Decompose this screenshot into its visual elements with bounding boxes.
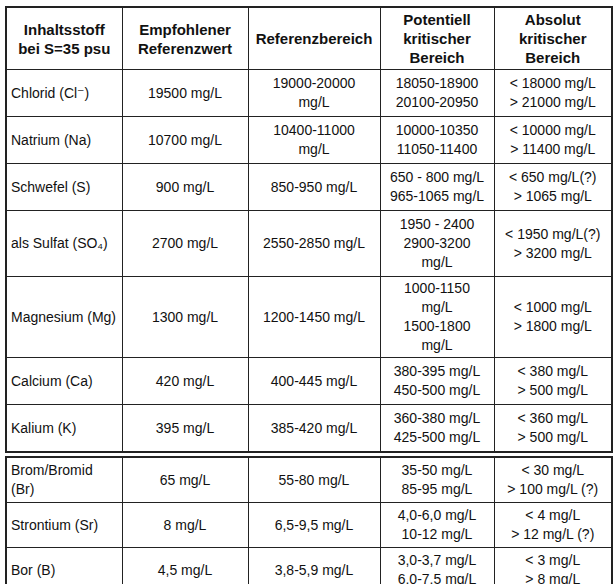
header-cell: Absolut kritischer Bereich: [494, 7, 612, 70]
table-cell: Magnesium (Mg): [6, 277, 122, 358]
table-cell: 1950 - 2400 2900-3200 mg/L: [380, 211, 494, 277]
table-cell: 18050-18900 20100-20950: [380, 70, 494, 117]
table-cell: 6,5-9,5 mg/L: [248, 503, 380, 548]
table-row: Kalium (K)395 mg/L385-420 mg/L360-380 mg…: [6, 405, 612, 453]
table-row: Calcium (Ca)420 mg/L400-445 mg/L380-395 …: [6, 358, 612, 405]
table-cell: < 3 mg/L > 8 mg/L: [494, 548, 612, 584]
table-cell: 1000-1150 mg/L 1500-1800 mg/L: [380, 277, 494, 358]
header-row: Inhaltsstoff bei S=35 psuEmpfohlener Ref…: [6, 7, 612, 70]
table-cell: < 1950 mg/L(?) > 3200 mg/L: [494, 211, 612, 277]
table-cell: 55-80 mg/L: [248, 457, 380, 503]
table-row: Brom/Bromid (Br)65 mg/L55-80 mg/L35-50 m…: [6, 457, 612, 503]
table-cell: 395 mg/L: [122, 405, 248, 453]
table-row: Chlorid (Cl⁻)19500 mg/L19000-20000 mg/L1…: [6, 70, 612, 117]
table-cell: 380-395 mg/L 450-500 mg/L: [380, 358, 494, 405]
table-cell: < 1000 mg/L > 1800 mg/L: [494, 277, 612, 358]
table-cell: 10700 mg/L: [122, 117, 248, 164]
table-cell: Brom/Bromid (Br): [6, 457, 122, 503]
table-cell: 4,0-6,0 mg/L 10-12 mg/L: [380, 503, 494, 548]
table-cell: 4,5 mg/L: [122, 548, 248, 584]
table-cell: < 380 mg/L > 500 mg/L: [494, 358, 612, 405]
table-cell: 420 mg/L: [122, 358, 248, 405]
header-cell: Referenzbereich: [248, 7, 380, 70]
table-cell: 10000-10350 11050-11400: [380, 117, 494, 164]
table-cell: < 650 mg/L(?) > 1065 mg/L: [494, 164, 612, 211]
table-cell: Bor (B): [6, 548, 122, 584]
table-cell: 385-420 mg/L: [248, 405, 380, 453]
seawater-reference-table: Inhaltsstoff bei S=35 psuEmpfohlener Ref…: [5, 6, 611, 584]
table-cell: < 360 mg/L > 500 mg/L: [494, 405, 612, 453]
table-cell: Calcium (Ca): [6, 358, 122, 405]
table-cell: 1200-1450 mg/L: [248, 277, 380, 358]
table-row: Magnesium (Mg)1300 mg/L1200-1450 mg/L100…: [6, 277, 612, 358]
table-cell: 1300 mg/L: [122, 277, 248, 358]
table-row: Bor (B)4,5 mg/L3,8-5,9 mg/L3,0-3,7 mg/L …: [6, 548, 612, 584]
table-cell: 65 mg/L: [122, 457, 248, 503]
table-cell: < 30 mg/L > 100 mg/L (?): [494, 457, 612, 503]
table-cell: < 18000 mg/L > 21000 mg/L: [494, 70, 612, 117]
table-cell: 2550-2850 mg/L: [248, 211, 380, 277]
header-cell: Inhaltsstoff bei S=35 psu: [6, 7, 122, 70]
table-row: Natrium (Na)10700 mg/L10400-11000 mg/L10…: [6, 117, 612, 164]
table-row: als Sulfat (SO₄)2700 mg/L2550-2850 mg/L1…: [6, 211, 612, 277]
table-cell: 3,0-3,7 mg/L 6,0-7,5 mg/L: [380, 548, 494, 584]
table-cell: 19500 mg/L: [122, 70, 248, 117]
table-cell: 900 mg/L: [122, 164, 248, 211]
table-cell: Kalium (K): [6, 405, 122, 453]
page: { "table": { "headers": [ "Inhaltsstoff\…: [0, 0, 615, 584]
header-cell: Potentiell kritischer Bereich: [380, 7, 494, 70]
table-cell: als Sulfat (SO₄): [6, 211, 122, 277]
table-cell: Natrium (Na): [6, 117, 122, 164]
table-cell: 850-950 mg/L: [248, 164, 380, 211]
table-row: Schwefel (S)900 mg/L850-950 mg/L650 - 80…: [6, 164, 612, 211]
table-cell: < 4 mg/L > 12 mg/L (?): [494, 503, 612, 548]
table-cell: 19000-20000 mg/L: [248, 70, 380, 117]
table-cell: Strontium (Sr): [6, 503, 122, 548]
reference-table-upper: Inhaltsstoff bei S=35 psuEmpfohlener Ref…: [5, 6, 613, 453]
table-cell: 2700 mg/L: [122, 211, 248, 277]
table-cell: 3,8-5,9 mg/L: [248, 548, 380, 584]
table-cell: 650 - 800 mg/L 965-1065 mg/L: [380, 164, 494, 211]
table-cell: Schwefel (S): [6, 164, 122, 211]
table-cell: 8 mg/L: [122, 503, 248, 548]
table-row: Strontium (Sr)8 mg/L6,5-9,5 mg/L4,0-6,0 …: [6, 503, 612, 548]
table-cell: 360-380 mg/L 425-500 mg/L: [380, 405, 494, 453]
table-cell: 35-50 mg/L 85-95 mg/L: [380, 457, 494, 503]
table-cell: Chlorid (Cl⁻): [6, 70, 122, 117]
reference-table-lower: Brom/Bromid (Br)65 mg/L55-80 mg/L35-50 m…: [5, 456, 613, 584]
header-cell: Empfohlener Referenzwert: [122, 7, 248, 70]
table-cell: < 10000 mg/L > 11400 mg/L: [494, 117, 612, 164]
table-cell: 10400-11000 mg/L: [248, 117, 380, 164]
table-cell: 400-445 mg/L: [248, 358, 380, 405]
